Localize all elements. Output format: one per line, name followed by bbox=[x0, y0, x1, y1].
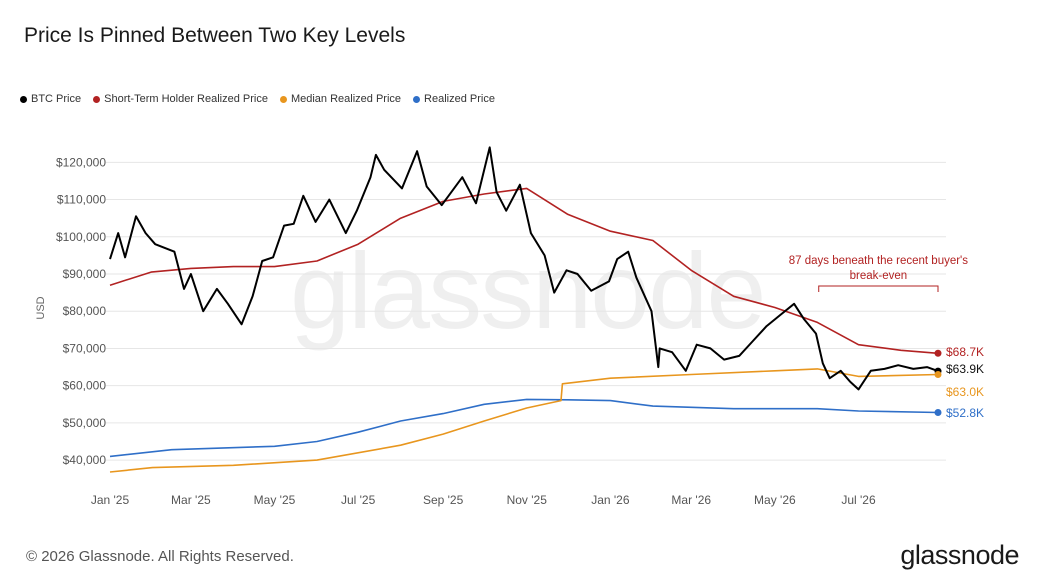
x-tick-label: Mar '26 bbox=[671, 493, 711, 507]
x-tick-label: Sep '25 bbox=[423, 493, 464, 507]
copyright-footer: © 2026 Glassnode. All Rights Reserved. bbox=[26, 548, 294, 565]
y-tick-label: $80,000 bbox=[63, 304, 107, 318]
x-tick-label: Jan '25 bbox=[91, 493, 130, 507]
legend-dot bbox=[20, 95, 27, 103]
y-tick-label: $110,000 bbox=[57, 193, 106, 207]
series-end-label: $63.9K bbox=[946, 362, 984, 376]
annotation-bracket bbox=[818, 285, 939, 292]
y-tick-label: $120,000 bbox=[56, 155, 106, 169]
chart-title: Price Is Pinned Between Two Key Levels bbox=[24, 24, 406, 47]
brand-logo: glassnode bbox=[900, 540, 1019, 570]
legend-label: Median Realized Price bbox=[290, 93, 402, 105]
series-end-label: $63.0K bbox=[946, 385, 984, 399]
y-tick-label: $60,000 bbox=[63, 379, 107, 393]
legend-label: Realized Price bbox=[424, 93, 495, 105]
series-end-label: $52.8K bbox=[946, 406, 984, 420]
x-tick-label: Nov '25 bbox=[507, 493, 548, 507]
legend-item: Median Realized Price bbox=[279, 93, 402, 105]
annotation-text: 87 days beneath the recent buyer's bbox=[789, 255, 969, 267]
series-line-short-term-holder-realized-price bbox=[109, 187, 939, 355]
y-tick-label: $40,000 bbox=[63, 453, 107, 467]
y-axis-label: USD bbox=[35, 296, 47, 319]
x-tick-label: May '25 bbox=[254, 493, 296, 507]
legend: BTC Price Short-Term Holder Realized Pric… bbox=[20, 93, 495, 105]
series-end-dot bbox=[934, 349, 942, 357]
y-tick-label: $100,000 bbox=[56, 230, 106, 244]
series-line-btc-price bbox=[109, 146, 939, 391]
legend-dot bbox=[413, 95, 421, 103]
x-tick-label: Jul '26 bbox=[841, 493, 876, 507]
legend-dot bbox=[279, 95, 287, 103]
legend-dot bbox=[93, 95, 101, 103]
y-tick-label: $70,000 bbox=[63, 341, 107, 355]
series-line-realized-price bbox=[109, 398, 939, 458]
series-end-label: $68.7K bbox=[946, 345, 984, 359]
series-end-dot bbox=[934, 408, 942, 416]
legend-label: BTC Price bbox=[31, 93, 82, 105]
x-tick-label: Jan '26 bbox=[591, 493, 630, 507]
annotation-text: break-even bbox=[850, 270, 908, 282]
y-tick-label: $50,000 bbox=[63, 416, 107, 430]
x-tick-label: May '26 bbox=[754, 493, 796, 507]
legend-item: BTC Price bbox=[20, 93, 81, 105]
series-line-median-realized-price bbox=[109, 368, 939, 473]
x-tick-label: Jul '25 bbox=[341, 493, 376, 507]
x-tick-label: Mar '25 bbox=[171, 493, 211, 507]
series-end-dot bbox=[934, 371, 942, 378]
legend-item: Short-Term Holder Realized Price bbox=[93, 93, 268, 105]
y-tick-label: $90,000 bbox=[63, 267, 107, 281]
legend-label: Short-Term Holder Realized Price bbox=[104, 93, 268, 105]
legend-item: Realized Price bbox=[413, 93, 495, 105]
